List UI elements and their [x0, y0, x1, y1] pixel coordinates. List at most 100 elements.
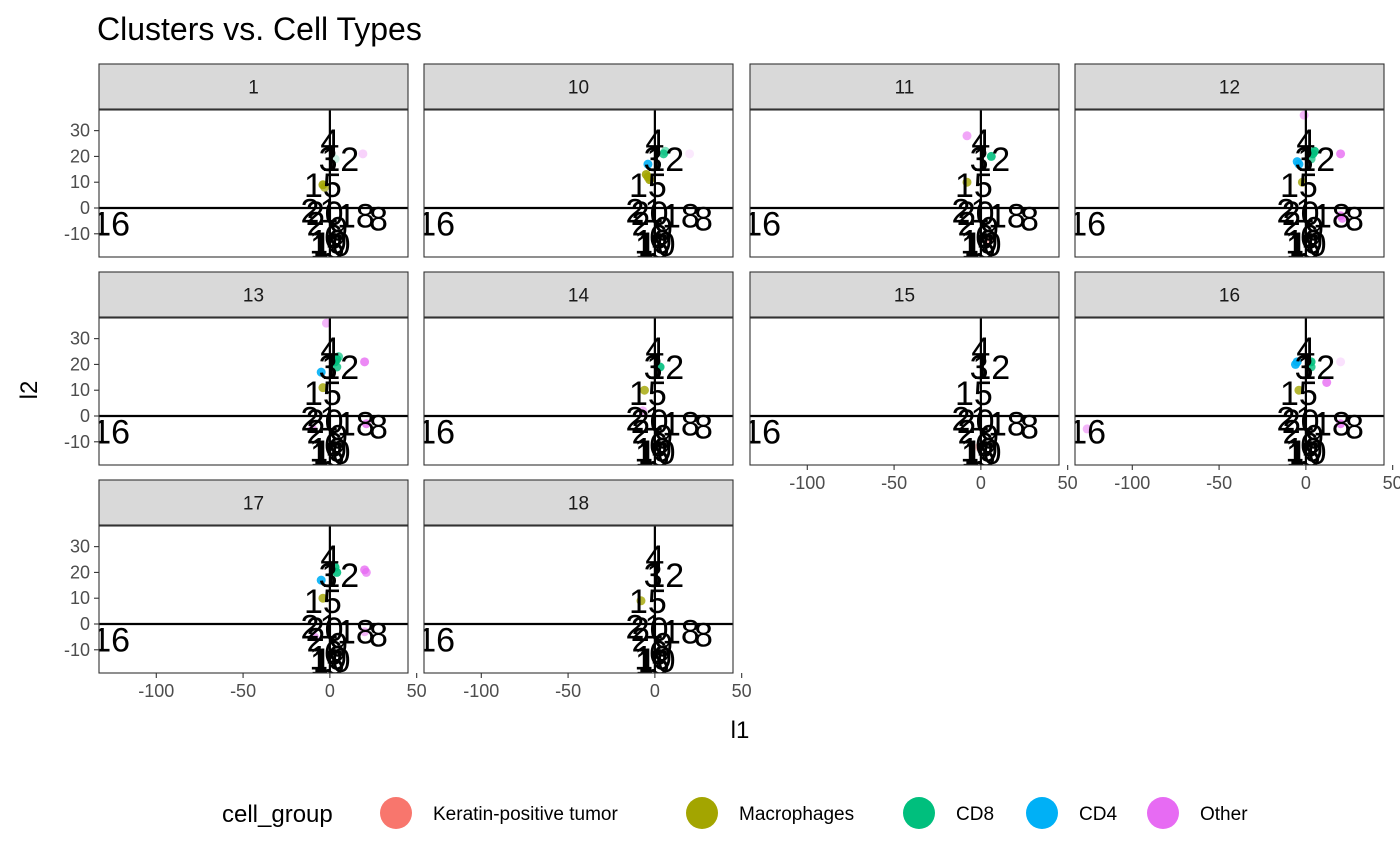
cluster-label: 18 — [1313, 198, 1351, 236]
data-point — [638, 406, 648, 416]
cluster-label: 6 — [1300, 218, 1319, 256]
panel-border — [423, 317, 734, 466]
x-tick-label: -50 — [881, 473, 907, 493]
cluster-label: 8 — [694, 200, 713, 238]
facet-strip-label: 1 — [248, 78, 259, 99]
legend-item: Other — [1147, 797, 1248, 829]
cluster-label: 12 — [646, 141, 684, 179]
cluster-label: 12 — [321, 557, 359, 595]
cluster-label: 19 — [634, 640, 672, 678]
cluster-label: 9 — [329, 419, 348, 457]
cluster-label: 15 — [955, 167, 993, 205]
facet-strip — [749, 63, 1060, 110]
cluster-label: 21 — [952, 401, 990, 439]
cluster-label: 4 — [320, 539, 339, 577]
cluster-label: 19 — [309, 432, 347, 470]
facet-strip-label: 16 — [1219, 286, 1240, 307]
cluster-label: 3 — [1295, 349, 1314, 387]
cluster-label: 18 — [337, 614, 375, 652]
cluster-label: 5 — [977, 437, 996, 475]
cluster-label: 18 — [337, 198, 375, 236]
legend-label: CD4 — [1079, 804, 1117, 825]
cluster-label: 21 — [1277, 401, 1315, 439]
cluster-label: 1 — [635, 645, 654, 683]
cluster-label: 15 — [629, 167, 667, 205]
cluster-label: 10 — [638, 226, 676, 264]
cluster-label: 18 — [1313, 406, 1351, 444]
y-tick-label: 0 — [80, 198, 90, 218]
legend-label: Keratin-positive tumor — [433, 804, 618, 825]
cluster-label: 12 — [321, 141, 359, 179]
cluster-label: 18 — [662, 406, 700, 444]
cluster-label: 15 — [304, 167, 342, 205]
x-tick-label: -50 — [230, 681, 256, 701]
cluster-label: 8 — [1345, 408, 1364, 446]
cluster-label: 10 — [638, 434, 676, 472]
data-point — [1306, 362, 1316, 372]
cluster-label: 5 — [651, 645, 670, 683]
cluster-label: 16 — [417, 205, 455, 243]
cluster-label: 3 — [319, 141, 338, 179]
cluster-label: 16 — [417, 621, 455, 659]
y-tick-label: -10 — [64, 640, 90, 660]
cluster-label: 2 — [307, 205, 326, 243]
cluster-label: 4 — [971, 331, 990, 369]
data-point — [361, 567, 371, 577]
legend-label: Macrophages — [739, 804, 854, 825]
data-point — [321, 318, 331, 328]
data-point — [1292, 357, 1302, 367]
data-point — [1082, 424, 1092, 434]
cluster-label: 9 — [980, 211, 999, 249]
cluster-label: 6 — [649, 634, 668, 672]
cluster-label: 10 — [638, 642, 676, 680]
y-tick-label: 10 — [70, 172, 90, 192]
panel-border — [1074, 109, 1385, 258]
cluster-label: 19 — [960, 224, 998, 262]
cluster-label: 15 — [629, 375, 667, 413]
cluster-label: 16 — [743, 413, 781, 451]
cluster-label: 1 — [1286, 229, 1305, 267]
data-point — [361, 419, 371, 429]
cluster-label: 12 — [646, 349, 684, 387]
x-tick-label: 50 — [407, 681, 427, 701]
cluster-label: 3 — [319, 349, 338, 387]
panel-border — [423, 525, 734, 674]
cluster-label: 10 — [1289, 434, 1327, 472]
data-point — [318, 383, 328, 393]
cluster-label: 21 — [301, 609, 339, 647]
cluster-label: 1 — [310, 437, 329, 475]
x-tick-label: -100 — [789, 473, 825, 493]
cluster-label: 20 — [631, 195, 669, 233]
cluster-label: 18 — [337, 406, 375, 444]
cluster-label: 16 — [92, 413, 130, 451]
cluster-label: 20 — [631, 403, 669, 441]
legend-swatch — [903, 797, 935, 829]
cluster-label: 9 — [654, 211, 673, 249]
cluster-label: 18 — [988, 198, 1026, 236]
cluster-label: 12 — [972, 349, 1010, 387]
legend: cell_group Keratin-positive tumor Macroph… — [222, 797, 1248, 829]
panel-border — [98, 317, 409, 466]
cluster-label: 21 — [626, 401, 664, 439]
cluster-label: 3 — [1295, 141, 1314, 179]
cluster-label: 15 — [304, 583, 342, 621]
facet-strip-label: 10 — [568, 78, 589, 99]
legend-label: CD8 — [956, 804, 994, 825]
y-tick-label: 0 — [80, 614, 90, 634]
cluster-label: 4 — [1296, 123, 1315, 161]
cluster-label: 6 — [975, 426, 994, 464]
cluster-label: 12 — [1297, 141, 1335, 179]
facet-strip-label: 12 — [1219, 78, 1240, 99]
cluster-label: 3 — [644, 141, 663, 179]
cluster-label: 8 — [694, 616, 713, 654]
cluster-label: 10 — [313, 642, 351, 680]
cluster-label: 4 — [320, 123, 339, 161]
y-tick-label: -10 — [64, 224, 90, 244]
cluster-label: 16 — [743, 205, 781, 243]
